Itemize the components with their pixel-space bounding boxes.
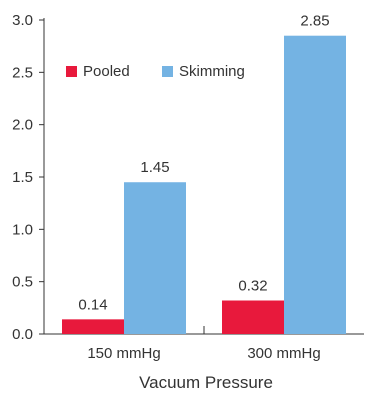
data-label-pooled-1: 0.14 bbox=[78, 296, 107, 313]
bar-skimming-2 bbox=[284, 35, 346, 334]
bars bbox=[62, 35, 346, 334]
y-tick-label: 3.0 bbox=[12, 12, 33, 29]
bar-pooled-2 bbox=[222, 300, 284, 334]
y-tick-label: 2.5 bbox=[12, 64, 33, 81]
bar-skimming-1 bbox=[124, 182, 186, 334]
data-label-pooled-2: 0.32 bbox=[238, 278, 267, 295]
x-tick-label: 300 mmHg bbox=[247, 345, 320, 362]
legend-swatch-pooled bbox=[66, 66, 77, 77]
y-ticks: 0.0 0.5 1.0 1.5 2.0 2.5 3.0 bbox=[12, 12, 44, 343]
y-tick-label: 2.0 bbox=[12, 117, 33, 134]
legend-label-skimming: Skimming bbox=[179, 63, 245, 80]
y-tick-label: 0.0 bbox=[12, 326, 33, 343]
bar-pooled-1 bbox=[62, 319, 124, 334]
y-tick-label: 1.0 bbox=[12, 221, 33, 238]
x-axis-title: Vacuum Pressure bbox=[139, 373, 273, 392]
x-tick-label: 150 mmHg bbox=[87, 345, 160, 362]
data-labels: 0.14 1.45 0.32 2.85 bbox=[78, 13, 329, 314]
x-ticks: 150 mmHg 300 mmHg bbox=[87, 326, 321, 362]
y-tick-label: 1.5 bbox=[12, 169, 33, 186]
legend-swatch-skimming bbox=[162, 66, 173, 77]
legend-label-pooled: Pooled bbox=[83, 63, 130, 80]
data-label-skimming-1: 1.45 bbox=[140, 159, 169, 176]
y-tick-label: 0.5 bbox=[12, 274, 33, 291]
data-label-skimming-2: 2.85 bbox=[300, 13, 329, 30]
legend: Pooled Skimming bbox=[66, 63, 245, 80]
